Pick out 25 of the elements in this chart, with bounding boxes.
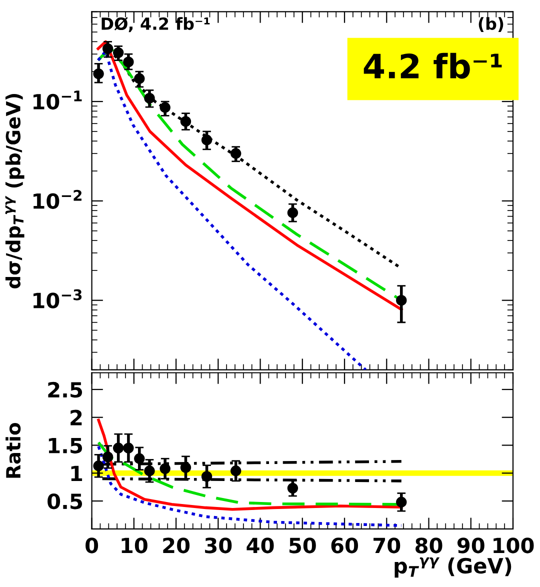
y-tick-label: 0.5 [48, 493, 82, 510]
y-tick-label: 10$^{−1}$ [34, 90, 82, 110]
annotation: (b) [478, 17, 504, 32]
y-tick-label: 1.5 [48, 438, 82, 454]
x-tick-label: 80 [416, 538, 442, 554]
x-tick-label: 100 [494, 538, 534, 554]
annotation: DØ, 4.2 fb⁻¹ [102, 17, 210, 32]
x-tick-label: 0 [86, 538, 98, 554]
y-tick-label: 1 [71, 466, 82, 482]
x-axis-title: p$_{T}$$^{γγ}$ (GeV) [394, 557, 512, 578]
x-tick-label: 50 [290, 538, 316, 554]
x-tick-label: 60 [331, 538, 358, 554]
x-tick-label: 30 [205, 538, 232, 554]
y-axis-title: Ratio [6, 422, 21, 478]
y-axis-title: dσ/dp$_{T}$$^{γγ}$ (pb/GeV) [5, 94, 24, 288]
annotation: 4.2 fb⁻¹ [364, 52, 502, 79]
y-tick-label: 2.5 [48, 382, 82, 398]
y-tick-label: 10$^{−3}$ [34, 289, 82, 308]
x-tick-label: 10 [122, 538, 148, 554]
x-tick-label: 20 [163, 538, 190, 554]
x-tick-label: 90 [457, 538, 484, 554]
y-tick-label: 10$^{−2}$ [34, 190, 82, 209]
x-tick-label: 70 [374, 538, 400, 554]
y-tick-label: 2 [70, 410, 82, 426]
x-tick-label: 40 [246, 538, 274, 554]
